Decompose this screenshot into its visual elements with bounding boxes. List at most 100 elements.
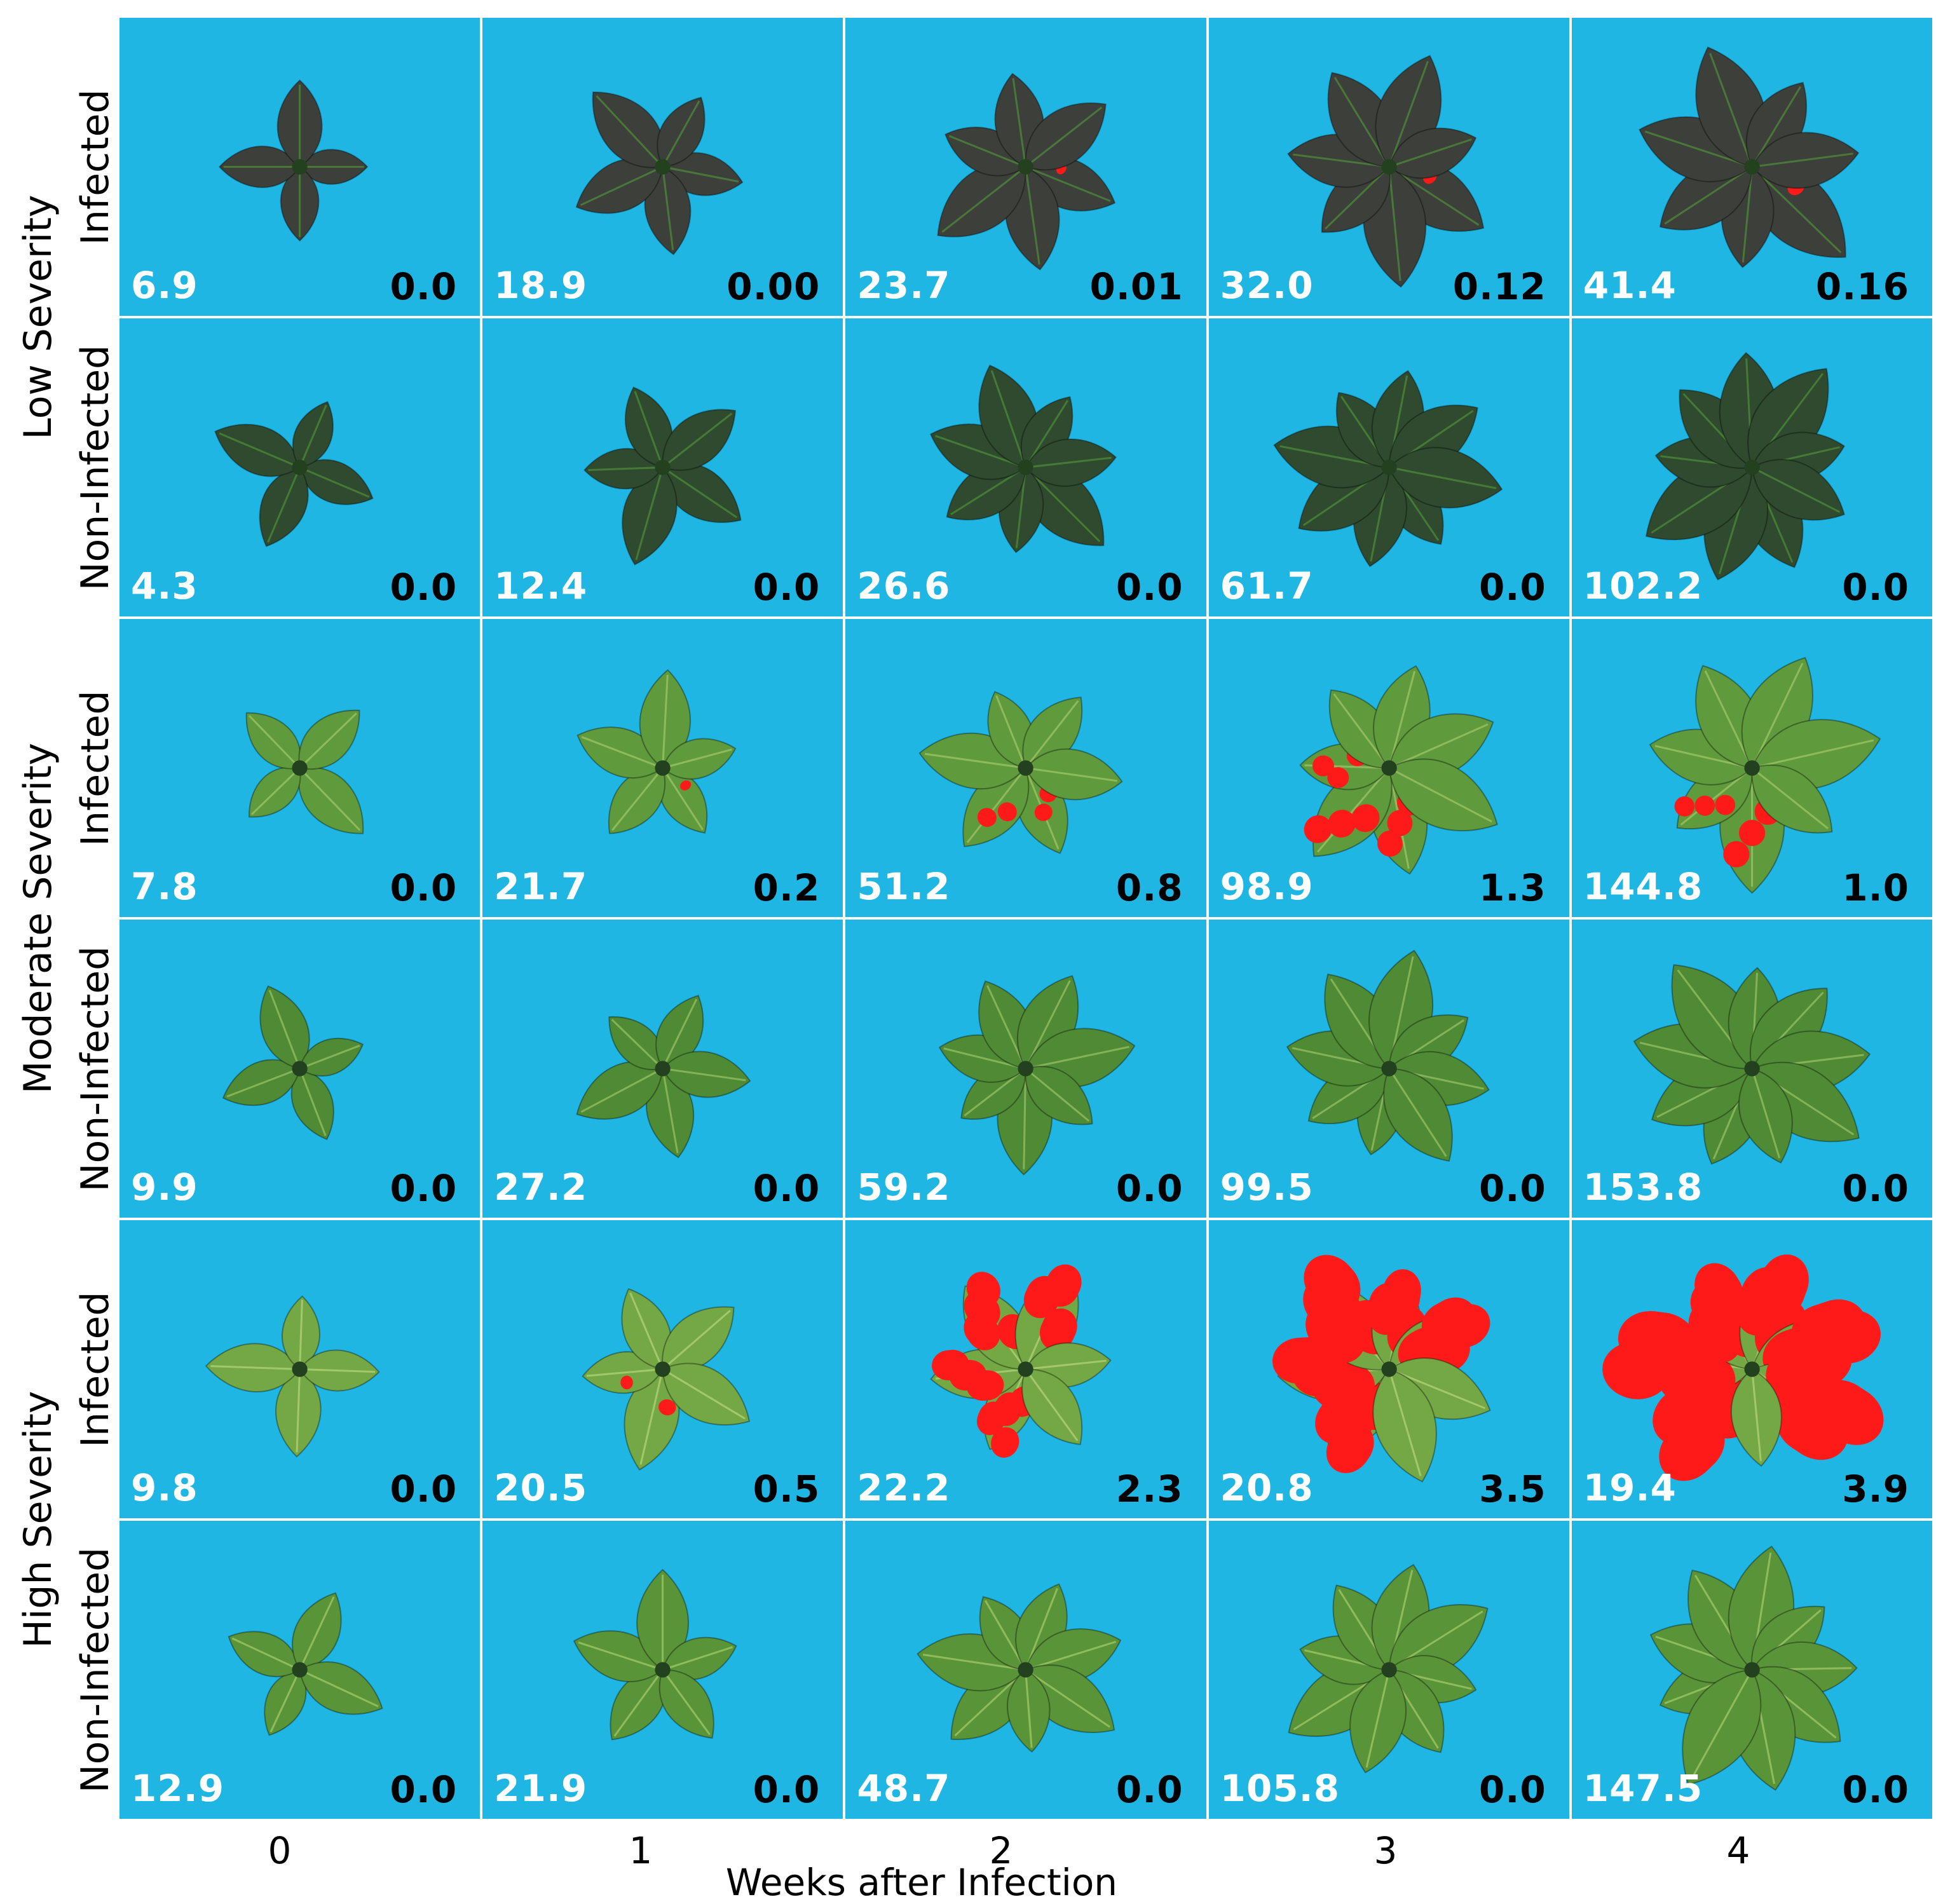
week-tick-label: 1 [629, 1829, 653, 1872]
plant [918, 691, 1124, 854]
x-axis-title: Weeks after Infection [725, 1861, 1118, 1904]
leaf [1302, 1255, 1398, 1371]
plant-image-cell: 59.2 0.0 [845, 920, 1206, 1218]
disease-value: 0.00 [726, 265, 821, 308]
plant [1272, 1255, 1491, 1483]
stem-center [655, 1662, 671, 1678]
plant-photo [1299, 665, 1498, 875]
plant [1649, 656, 1881, 894]
leaf-area-value: 144.8 [1583, 865, 1703, 908]
stem-center [1018, 459, 1034, 475]
leaf [625, 386, 674, 468]
row-status-label: Non-Infected [73, 1547, 118, 1793]
stem-center [1744, 159, 1760, 175]
leaf [937, 163, 1027, 238]
leaf [298, 709, 360, 770]
disease-value: 0.0 [753, 1768, 821, 1811]
leaf-area-value: 32.0 [1220, 264, 1314, 307]
stem-center [1381, 1061, 1397, 1077]
plant-photo [1638, 46, 1860, 268]
leaf-area-value: 59.2 [857, 1166, 951, 1209]
leaf [1388, 1297, 1490, 1378]
plant-image-cell: 6.9 0.0 [119, 18, 481, 316]
lesion [1696, 1267, 1743, 1317]
leaf [1751, 765, 1833, 834]
lesion [1738, 820, 1766, 847]
disease-value: 0.0 [753, 1167, 821, 1210]
disease-value: 0.0 [1842, 566, 1909, 609]
leaf [1730, 1368, 1782, 1467]
plant-image-cell: 61.7 0.0 [1208, 318, 1569, 616]
plant [576, 669, 737, 834]
leaf [299, 459, 374, 505]
disease-value: 0.0 [390, 1467, 458, 1511]
plant [576, 995, 751, 1159]
lesion [1665, 1415, 1725, 1474]
leaf-area-value: 9.9 [131, 1166, 198, 1209]
plant-image-cell: 27.2 0.0 [482, 920, 843, 1218]
plant-photo [214, 401, 374, 547]
leaf [658, 767, 708, 834]
stem-center [292, 1662, 308, 1678]
plant [1299, 665, 1498, 875]
leaf [1751, 1350, 1884, 1460]
leaf [264, 1669, 307, 1736]
stem-center [655, 1361, 671, 1377]
leaf [1025, 102, 1107, 171]
lesion [1044, 1268, 1080, 1307]
plant-photo [1645, 351, 1845, 581]
plant-photo [1649, 656, 1881, 894]
leaf-area-value: 23.7 [857, 264, 951, 307]
stem-center [655, 760, 671, 776]
leaf [1738, 1068, 1793, 1164]
leaf [290, 1068, 334, 1140]
plant-photo [1602, 1254, 1884, 1481]
plant-photo [576, 669, 737, 834]
stem-center [1018, 1061, 1034, 1077]
week-tick-label: 0 [268, 1829, 292, 1872]
leaf [592, 91, 665, 168]
week-tick-label: 4 [1726, 1829, 1750, 1872]
disease-value: 2.3 [1115, 1467, 1183, 1511]
lesion [991, 1427, 1019, 1458]
leaf-area-value: 98.9 [1220, 865, 1314, 908]
leaf-area-value: 61.7 [1220, 564, 1314, 608]
lesion [1381, 1276, 1420, 1322]
leaf [608, 767, 666, 834]
disease-value: 0.12 [1452, 265, 1546, 308]
plant-photo [1288, 1563, 1489, 1774]
lesion [1035, 803, 1053, 821]
plant [1649, 1546, 1858, 1791]
disease-value: 3.5 [1479, 1467, 1546, 1511]
plant-image-cell: 26.6 0.0 [845, 318, 1206, 616]
plant [214, 401, 374, 547]
plant-photo [205, 1295, 380, 1458]
leaf [1388, 127, 1476, 179]
leaf [222, 1059, 301, 1106]
leaf [281, 1295, 320, 1370]
disease-value: 0.5 [753, 1467, 821, 1511]
plant-photo [576, 995, 751, 1159]
disease-value: 0.0 [1842, 1768, 1909, 1811]
leaf-area-value: 153.8 [1583, 1166, 1703, 1209]
lesion [680, 780, 692, 791]
severity-group-label: High Severity [16, 1391, 60, 1649]
plant [219, 79, 369, 242]
leaf-area-value: 27.2 [494, 1166, 588, 1209]
plant [939, 975, 1136, 1176]
leaf [662, 409, 737, 471]
leaf [662, 1051, 751, 1098]
plant [930, 1264, 1112, 1458]
plant-photo [219, 79, 369, 242]
leaf [1021, 1368, 1083, 1446]
plant [1288, 1563, 1489, 1774]
plant-photo [1286, 949, 1490, 1162]
lesion [1811, 1380, 1875, 1440]
plant [1633, 964, 1871, 1165]
plant [1602, 1254, 1884, 1481]
leaf [576, 1061, 664, 1120]
plant-photo [1272, 1255, 1491, 1483]
stem-center [655, 159, 671, 175]
plant [917, 1583, 1122, 1753]
